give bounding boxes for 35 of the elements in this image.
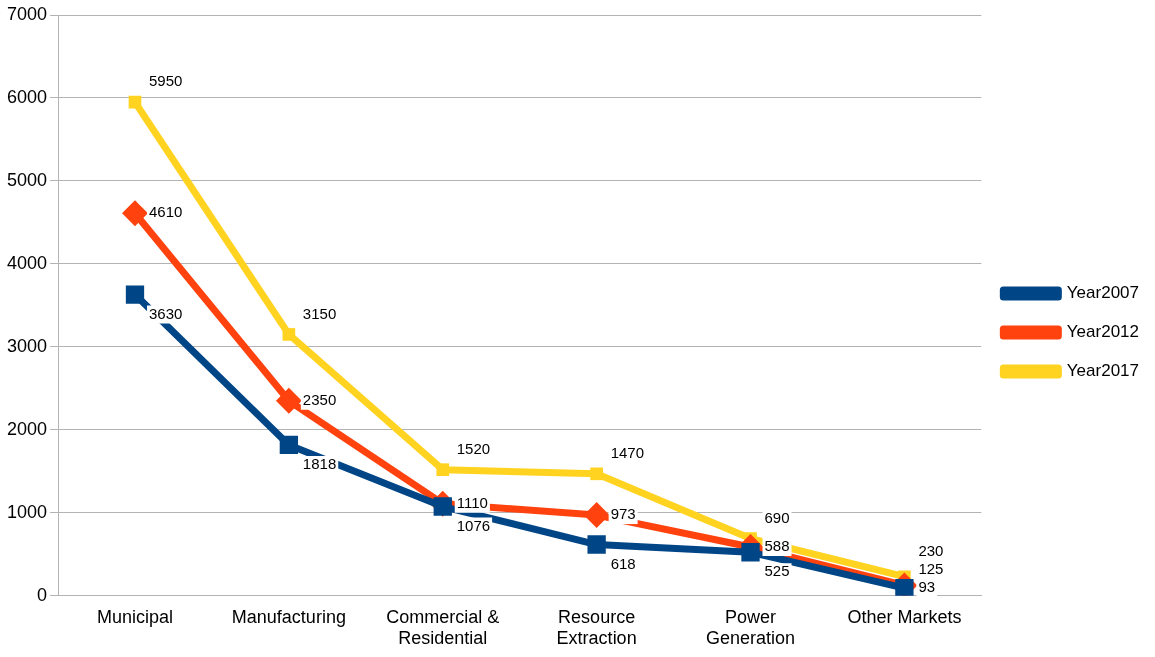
data-label: 1520	[456, 439, 491, 457]
data-label: 4610	[148, 203, 183, 221]
y-tick-label: 2000	[7, 418, 48, 439]
x-tick-label: Commercial & Residential	[386, 606, 500, 649]
y-tick-label: 1000	[7, 501, 48, 522]
data-label: 1470	[610, 443, 644, 461]
legend-label: Year2007	[1066, 283, 1139, 303]
data-label: 230	[918, 542, 944, 560]
legend-label: Year2012	[1066, 322, 1139, 342]
x-tick-label: Manufacturing	[231, 606, 346, 627]
x-tick-label: Municipal	[96, 606, 174, 627]
y-tick-label: 4000	[7, 252, 48, 273]
data-label: 1076	[456, 516, 491, 534]
y-tick-label: 7000	[7, 3, 48, 24]
legend-label: Year2017	[1066, 361, 1139, 381]
data-label: 588	[764, 537, 790, 555]
x-tick-label: Resource Extraction	[556, 606, 637, 649]
x-tick-label: Power Generation	[705, 606, 796, 649]
data-label: 690	[764, 508, 790, 526]
y-tick-label: 5000	[7, 169, 48, 190]
data-label: 3150	[302, 304, 337, 322]
data-label: 618	[610, 554, 636, 572]
data-label: 2350	[302, 390, 337, 408]
data-label: 3630	[148, 304, 183, 322]
y-tick-label: 6000	[7, 86, 48, 107]
data-label: 5950	[148, 72, 183, 90]
x-tick-label: Other Markets	[847, 606, 962, 627]
data-label: 1818	[302, 455, 337, 473]
data-label: 525	[764, 562, 790, 580]
data-label: 973	[610, 505, 636, 523]
data-label: 93	[918, 578, 936, 596]
data-label: 125	[918, 560, 944, 578]
data-label: 1110	[456, 493, 488, 511]
y-tick-label: 3000	[7, 335, 48, 356]
y-tick-label: 0	[37, 584, 48, 605]
